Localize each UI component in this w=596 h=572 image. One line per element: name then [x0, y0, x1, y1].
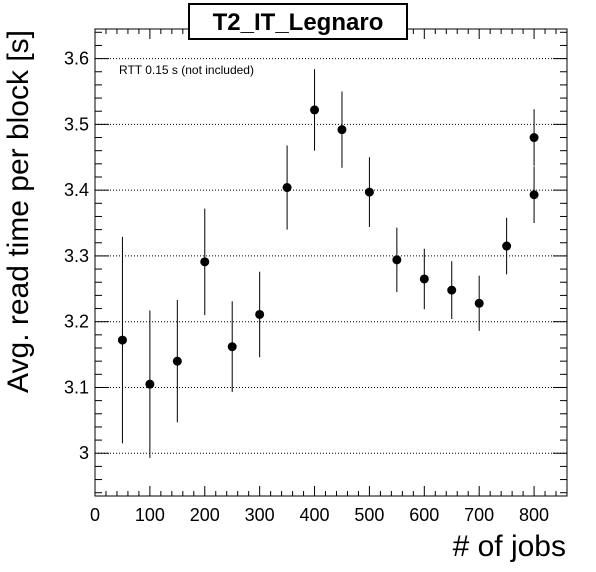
x-tick-label: 300: [245, 505, 275, 525]
data-point: [502, 241, 512, 251]
data-point: [529, 190, 539, 200]
x-tick-label: 500: [354, 505, 384, 525]
data-point: [529, 133, 539, 143]
x-axis-ticks: [94, 29, 568, 496]
data-point: [392, 255, 402, 265]
y-tick-labels: 3 3.1 3.2 3.3 3.4 3.5 3.6: [64, 49, 89, 464]
error-bars: [121, 69, 535, 458]
data-point: [310, 105, 320, 115]
data-point: [337, 125, 347, 135]
data-point: [200, 257, 210, 267]
plot-frame: [94, 28, 568, 497]
rtt-annotation: RTT 0.15 s (not included): [119, 63, 254, 77]
title-box: [188, 3, 408, 40]
grid-lines: [95, 58, 567, 454]
data-point: [364, 187, 374, 197]
y-axis-ticks: [95, 31, 567, 494]
data-point: [227, 342, 237, 352]
x-tick-label: 400: [300, 505, 330, 525]
data-point: [255, 309, 265, 319]
x-tick-label: 0: [90, 505, 100, 525]
y-tick-label: 3.1: [64, 377, 89, 397]
y-tick-label: 3.2: [64, 312, 89, 332]
x-axis-title: # of jobs: [453, 530, 566, 563]
data-point: [172, 356, 182, 366]
x-tick-label: 800: [519, 505, 549, 525]
data-point: [474, 298, 484, 308]
data-point: [282, 183, 292, 193]
data-point: [117, 335, 127, 345]
y-tick-label: 3.3: [64, 246, 89, 266]
x-tick-label: 600: [409, 505, 439, 525]
y-tick-label: 3.5: [64, 114, 89, 134]
data-point: [447, 285, 457, 295]
y-tick-label: 3.4: [64, 180, 89, 200]
x-tick-label: 100: [135, 505, 165, 525]
y-tick-label: 3: [79, 443, 89, 463]
y-axis-title: Avg. read time per block [s]: [2, 30, 35, 393]
y-tick-label: 3.6: [64, 49, 89, 69]
chart-title: T2_IT_Legnaro: [213, 9, 384, 36]
x-tick-label: 200: [190, 505, 220, 525]
x-tick-labels: 0 100 200 300 400 500 600 700 800: [90, 505, 549, 525]
x-tick-label: 700: [464, 505, 494, 525]
data-point: [419, 274, 429, 284]
data-points: [117, 105, 539, 389]
data-point: [145, 379, 155, 389]
